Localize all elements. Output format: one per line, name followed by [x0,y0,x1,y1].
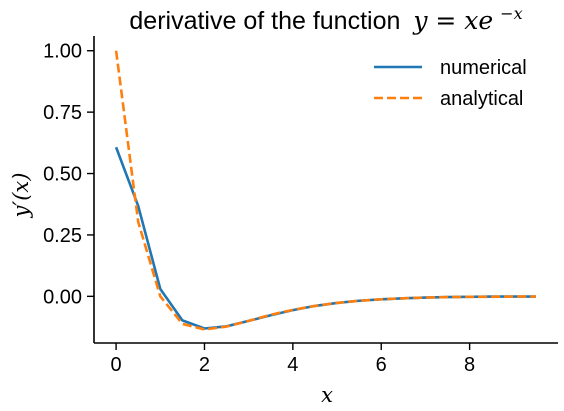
y-axis-ticks: 0.00 0.25 0.50 0.75 1.00 [43,41,94,308]
chart-title-math-sup: −x [500,4,522,23]
x-tick-label: 6 [376,354,387,376]
x-tick-label: 8 [464,354,475,376]
legend-label-analytical: analytical [440,88,523,110]
y-axis-label: y′(x) [9,173,33,219]
legend: numerical analytical [374,57,527,110]
plot-area [114,50,536,331]
x-axis-ticks: 0 2 4 6 8 [111,343,475,376]
y-tick-label: 0.00 [43,286,82,308]
chart-title-text: derivative of the function [129,7,400,35]
chart-title-math: y = xe [412,6,493,35]
y-tick-label: 0.50 [43,164,82,186]
y-tick-label: 0.75 [43,102,82,124]
series-line-analytical [114,50,536,331]
series-line-numerical [114,146,536,330]
legend-label-numerical: numerical [440,57,527,79]
y-tick-label: 0.25 [43,225,82,247]
y-tick-label: 1.00 [43,41,82,63]
x-tick-label: 2 [199,354,210,376]
x-tick-label: 4 [287,354,298,376]
x-axis-label: x [321,383,333,407]
chart-title: derivative of the function y = xe −x [129,4,522,35]
axes [93,36,558,344]
x-tick-label: 0 [111,354,122,376]
